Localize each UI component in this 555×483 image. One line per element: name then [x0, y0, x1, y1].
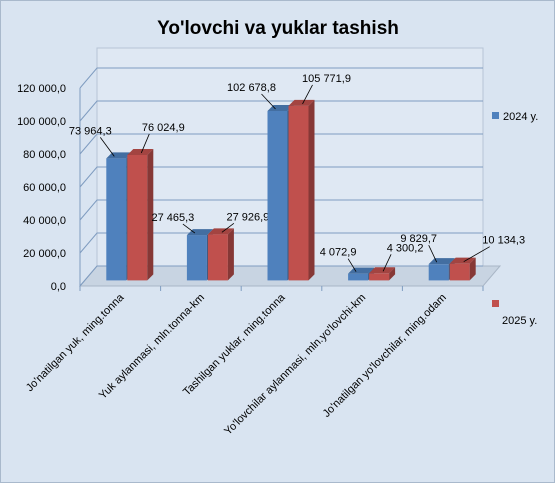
- data-label-leader: [428, 245, 438, 263]
- data-label-leader: [302, 84, 313, 105]
- data-label: 10 134,3: [482, 235, 525, 247]
- y-tick-label: 120 000,0: [17, 83, 66, 95]
- bar-2024: [267, 110, 288, 281]
- bar-side: [227, 228, 234, 281]
- data-label-leader: [261, 93, 276, 110]
- bar-2025: [449, 263, 470, 281]
- bar-top: [267, 104, 294, 111]
- data-label-leader: [382, 254, 392, 272]
- gridline: [79, 265, 483, 287]
- y-tick-label: 100 000,0: [17, 116, 66, 128]
- bar-top: [127, 148, 154, 155]
- data-label: 4 300,2: [387, 242, 424, 254]
- data-label-leader: [140, 133, 150, 154]
- data-label: 73 964,3: [69, 125, 112, 137]
- data-label-leader: [463, 246, 490, 263]
- bar-2024: [428, 264, 449, 281]
- chart-title: Yo'lovchi va yuklar tashish: [157, 18, 399, 39]
- data-label-leader: [347, 258, 357, 272]
- bar-side: [469, 257, 476, 281]
- gridline: [79, 232, 483, 254]
- bar-top: [186, 229, 213, 236]
- gridline: [79, 199, 483, 221]
- legend-swatch: [492, 300, 499, 307]
- data-label-leader: [99, 137, 115, 157]
- bar-side: [147, 148, 154, 281]
- bar-2024: [348, 273, 369, 281]
- data-label: 105 771,9: [302, 73, 351, 85]
- bar-2025: [127, 154, 148, 281]
- y-tick-label: 60 000,0: [23, 182, 66, 194]
- gridline: [79, 67, 483, 89]
- legend-label: 2025 y.: [502, 315, 537, 327]
- bar-2025: [207, 234, 228, 281]
- data-label: 76 024,9: [142, 122, 185, 134]
- bar-top: [207, 228, 234, 235]
- bar-side: [308, 99, 315, 281]
- bar-top: [449, 257, 476, 264]
- data-label: 27 926,9: [226, 211, 269, 223]
- bar-side: [389, 267, 396, 281]
- y-tick-label: 80 000,0: [23, 149, 66, 161]
- legend-swatch: [492, 112, 499, 119]
- bar-2024: [106, 158, 127, 281]
- y-tick-label: 20 000,0: [23, 248, 66, 260]
- bar-top: [288, 99, 315, 106]
- gridline: [79, 133, 483, 155]
- gridline: [79, 100, 483, 122]
- data-label: 4 072,9: [320, 247, 357, 259]
- data-label-leader: [221, 223, 235, 233]
- y-tick-label: 40 000,0: [23, 215, 66, 227]
- gridline: [79, 166, 483, 188]
- legend-label: 2024 y.: [503, 111, 538, 123]
- y-tick-label: 0,0: [51, 281, 66, 293]
- data-label-leader: [182, 223, 196, 234]
- bar-2024: [186, 235, 207, 281]
- bar-2025: [288, 105, 309, 281]
- data-label: 102 678,8: [227, 82, 276, 94]
- data-label: 27 465,3: [151, 212, 194, 224]
- data-label: 9 829,7: [400, 233, 437, 245]
- bar-2025: [369, 273, 390, 281]
- bar-top: [369, 267, 396, 274]
